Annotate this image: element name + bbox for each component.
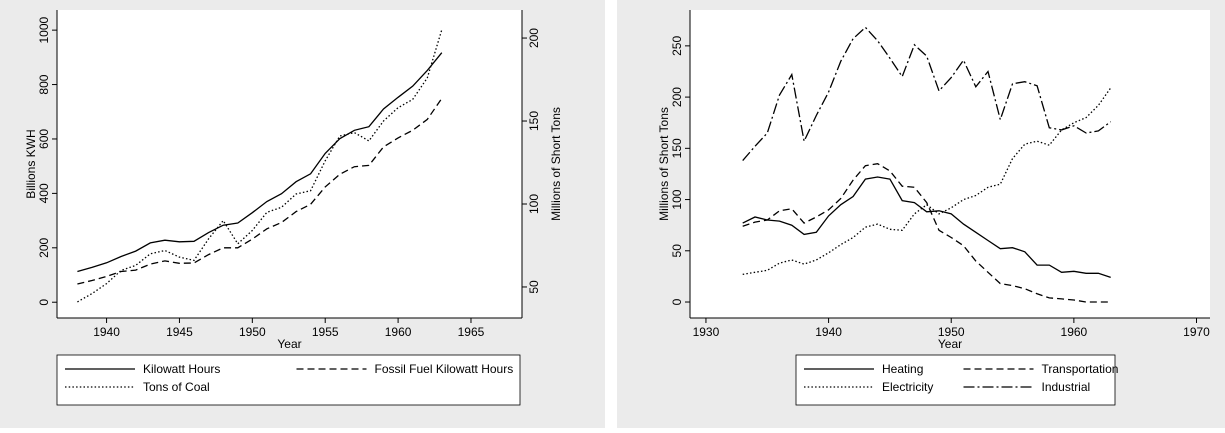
y-tick-label: 0 — [37, 299, 51, 306]
series-line — [77, 52, 443, 273]
y-axis-label: Millions of Short Tons — [657, 107, 671, 221]
y-axis-label: Billions KWH — [24, 129, 38, 198]
x-tick-label: 1970 — [1183, 325, 1210, 339]
y2-tick-label: 100 — [527, 194, 541, 214]
y-tick-label: 250 — [670, 36, 684, 56]
series-line — [742, 176, 1111, 279]
x-tick-label: 1955 — [312, 325, 339, 339]
y2-axis-label: Millions of Short Tons — [549, 107, 563, 221]
x-axis-label: Year — [277, 337, 301, 351]
plot-area — [57, 10, 522, 318]
legend-box — [795, 354, 1116, 406]
legend-label: Industrial — [1042, 380, 1091, 394]
series-line — [77, 29, 443, 303]
plot-area — [690, 10, 1210, 318]
y2-tick-label: 150 — [527, 111, 541, 131]
legend-box — [56, 354, 521, 406]
series-line — [742, 26, 1112, 162]
y-tick-label: 50 — [670, 244, 684, 258]
series-line — [77, 98, 443, 285]
y-tick-label: 200 — [37, 237, 51, 257]
legend-label: Fossil Fuel Kilowatt Hours — [375, 362, 514, 376]
x-axis-label: Year — [938, 337, 962, 351]
y-tick-label: 800 — [37, 74, 51, 94]
y-tick-label: 100 — [670, 189, 684, 209]
y2-tick-label: 200 — [527, 28, 541, 48]
legend-label: Tons of Coal — [143, 380, 210, 394]
y-tick-label: 1000 — [37, 16, 51, 43]
series-line — [742, 163, 1111, 303]
x-tick-label: 1960 — [1061, 325, 1088, 339]
x-tick-label: 1950 — [938, 325, 965, 339]
x-tick-label: 1945 — [166, 325, 193, 339]
legend-label: Heating — [882, 362, 923, 376]
y-tick-label: 0 — [670, 298, 684, 305]
legend-label: Transportation — [1042, 362, 1119, 376]
y-tick-label: 400 — [37, 183, 51, 203]
x-tick-label: 1940 — [93, 325, 120, 339]
y-tick-label: 200 — [670, 87, 684, 107]
x-tick-label: 1960 — [385, 325, 412, 339]
x-tick-label: 1940 — [815, 325, 842, 339]
series-line — [742, 87, 1112, 276]
x-tick-label: 1950 — [239, 325, 266, 339]
y-tick-label: 600 — [37, 129, 51, 149]
y-tick-label: 150 — [670, 138, 684, 158]
y2-tick-label: 50 — [527, 280, 541, 294]
legend-label: Kilowatt Hours — [143, 362, 220, 376]
x-tick-label: 1930 — [693, 325, 720, 339]
x-tick-label: 1965 — [458, 325, 485, 339]
legend-label: Electricity — [882, 380, 933, 394]
